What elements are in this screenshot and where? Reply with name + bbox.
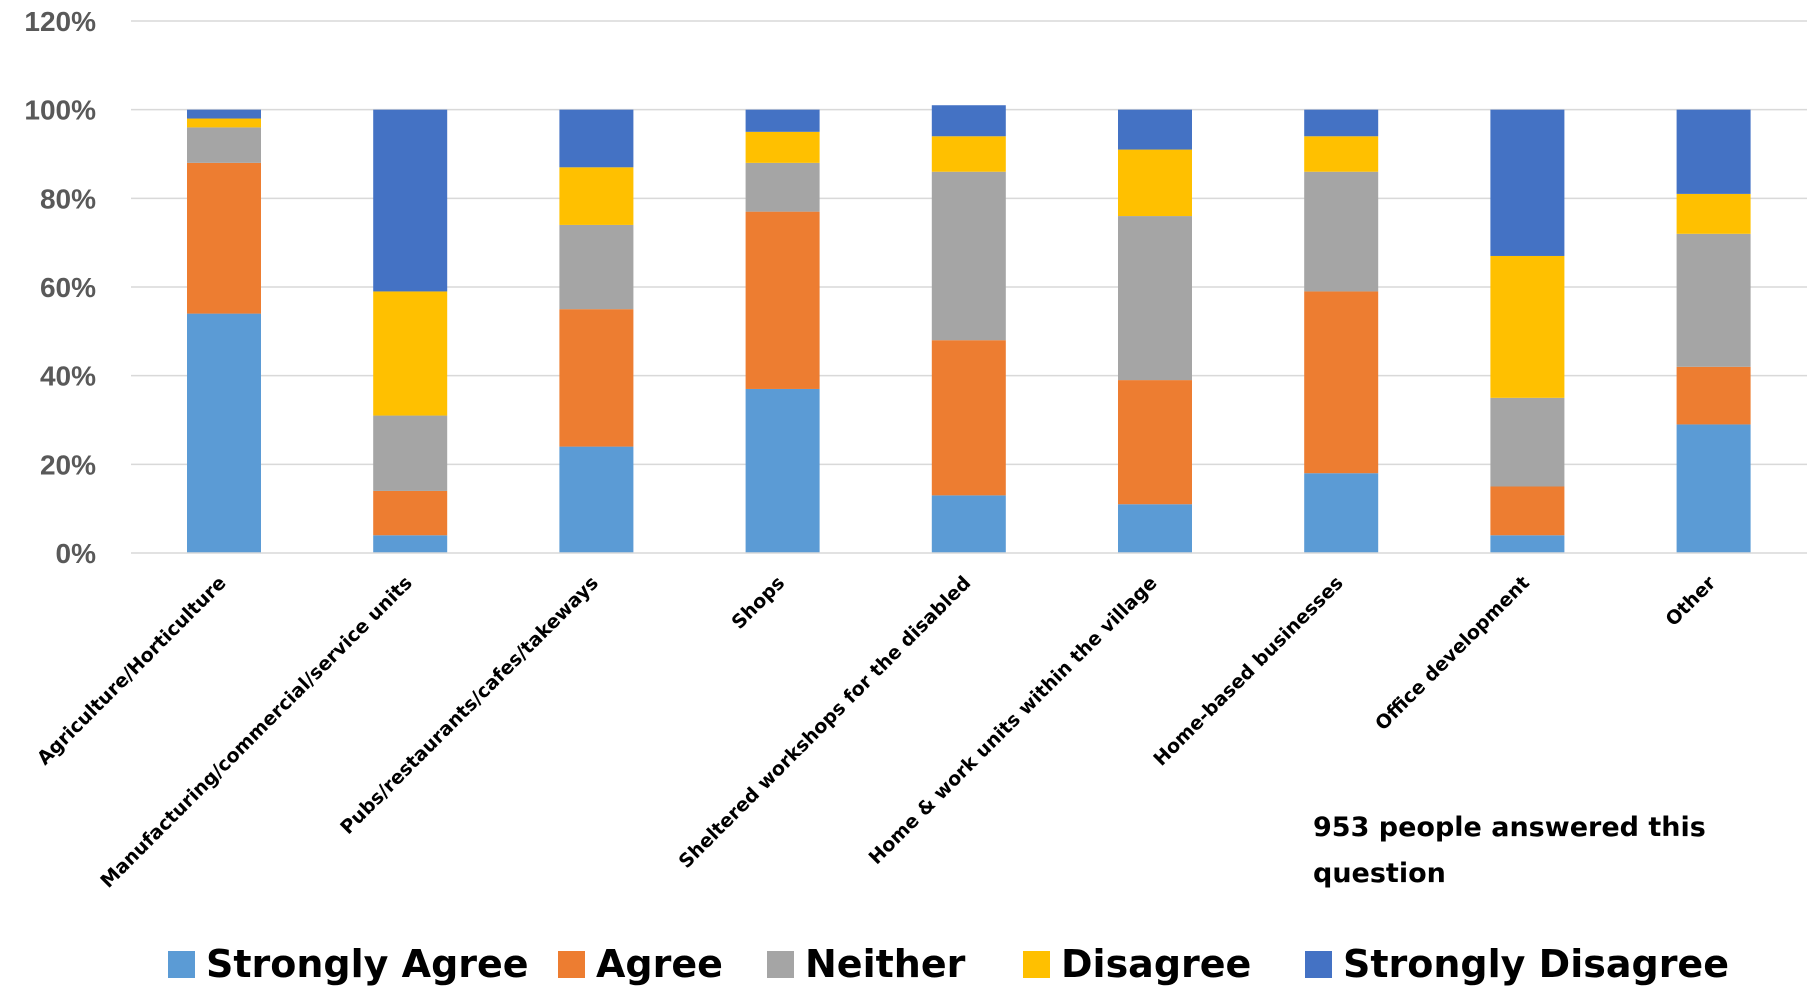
bar-segment-agree xyxy=(1490,486,1565,536)
y-tick-label: 20% xyxy=(40,449,96,480)
bar-segment-neither xyxy=(931,171,1006,341)
legend-label: Agree xyxy=(596,942,723,986)
bar-segment-neither xyxy=(1118,216,1192,381)
legend-label: Strongly Disagree xyxy=(1343,942,1729,986)
bar-segment-agree xyxy=(373,490,448,536)
y-axis-tick-labels: 0% 20% 40% 60% 80% 100% 120% xyxy=(24,6,96,569)
bar-segment-strongly-agree xyxy=(559,446,634,553)
category-label: Office development xyxy=(1371,572,1534,735)
bar-segment-agree xyxy=(1118,380,1192,505)
bar-segments xyxy=(187,105,1751,553)
legend-swatch xyxy=(558,950,585,978)
bar-segment-strongly-agree xyxy=(187,313,261,553)
y-tick-label: 60% xyxy=(40,272,96,303)
respondent-note-line-1: 953 people answered this xyxy=(1313,812,1706,843)
bar-segment-agree xyxy=(931,340,1006,496)
bar-segment-agree xyxy=(1676,366,1751,425)
category-label: Manufacturing/commercial/service units xyxy=(96,572,416,892)
bar-segment-disagree xyxy=(559,167,634,225)
bar-segment-strongly-agree xyxy=(1490,535,1565,553)
stacked-bar-chart: 0% 20% 40% 60% 80% 100% 120% Agriculture/Horti… xyxy=(24,6,1807,893)
bar-segment-disagree xyxy=(931,136,1006,172)
bar-segment-strongly-disagree xyxy=(1676,109,1751,194)
category-label: Home & work units within the village xyxy=(865,572,1162,869)
bar-segment-strongly-agree xyxy=(745,388,820,553)
legend-swatch xyxy=(168,950,195,978)
bar-segment-strongly-disagree xyxy=(373,109,448,292)
bar-segment-neither xyxy=(373,415,448,491)
legend-item: Strongly Disagree xyxy=(1305,938,1729,990)
bar-segment-neither xyxy=(745,162,820,212)
bar-segment-disagree xyxy=(1490,255,1565,398)
legend: Strongly Agree Agree Neither Disagree Strong… xyxy=(0,938,1807,990)
respondent-note-line-2: question xyxy=(1313,858,1446,889)
bar-segment-neither xyxy=(559,224,634,310)
bar-segment-agree xyxy=(187,162,261,314)
bar-segment-agree xyxy=(559,309,634,447)
y-tick-label: 40% xyxy=(40,361,96,392)
y-tick-label: 80% xyxy=(40,183,96,214)
category-label: Home-based businesses xyxy=(1149,572,1347,770)
legend-label: Strongly Agree xyxy=(206,942,529,986)
bar-segment-disagree xyxy=(373,291,448,416)
y-tick-label: 120% xyxy=(24,6,96,37)
bar-segment-strongly-agree xyxy=(1304,473,1379,553)
bar-segment-strongly-agree xyxy=(1676,424,1751,553)
bar-segment-strongly-disagree xyxy=(559,109,634,168)
legend-item: Disagree xyxy=(1023,938,1251,990)
category-label: Other xyxy=(1661,572,1720,631)
bar-segment-agree xyxy=(745,211,820,389)
legend-swatch xyxy=(1023,950,1050,978)
bar-segment-disagree xyxy=(1118,149,1192,217)
category-labels: Agriculture/HorticultureManufacturing/co… xyxy=(33,572,1721,893)
category-label: Sheltered workshops for the disabled xyxy=(675,572,976,873)
bar-segment-disagree xyxy=(187,118,261,128)
bar-segment-strongly-disagree xyxy=(187,109,261,119)
bar-segment-disagree xyxy=(1676,193,1751,234)
legend-item: Neither xyxy=(767,938,965,990)
bar-segment-strongly-agree xyxy=(931,495,1006,553)
category-label: Agriculture/Horticulture xyxy=(33,572,231,770)
bar-segment-agree xyxy=(1304,291,1379,474)
bar-segment-strongly-agree xyxy=(1118,504,1192,553)
bar-segment-neither xyxy=(1304,171,1379,292)
legend-label: Neither xyxy=(805,942,966,986)
bar-segment-strongly-disagree xyxy=(931,105,1006,137)
legend-item: Agree xyxy=(558,938,723,990)
legend-swatch xyxy=(767,950,794,978)
bar-segment-neither xyxy=(1676,233,1751,367)
bar-segment-strongly-disagree xyxy=(745,109,820,132)
bar-segment-strongly-agree xyxy=(373,535,448,553)
bar-segment-strongly-disagree xyxy=(1490,109,1565,256)
y-tick-label: 100% xyxy=(24,95,96,126)
bar-segment-neither xyxy=(1490,397,1565,487)
legend-label: Disagree xyxy=(1061,942,1252,986)
bar-segment-strongly-disagree xyxy=(1118,109,1192,150)
legend-item: Strongly Agree xyxy=(168,938,529,990)
category-label: Shops xyxy=(727,572,789,634)
y-tick-label: 0% xyxy=(56,538,97,569)
bar-segment-neither xyxy=(187,127,261,163)
bar-segment-disagree xyxy=(1304,136,1379,172)
legend-swatch xyxy=(1305,950,1332,978)
bar-segment-strongly-disagree xyxy=(1304,109,1379,137)
bar-segment-disagree xyxy=(745,131,820,163)
